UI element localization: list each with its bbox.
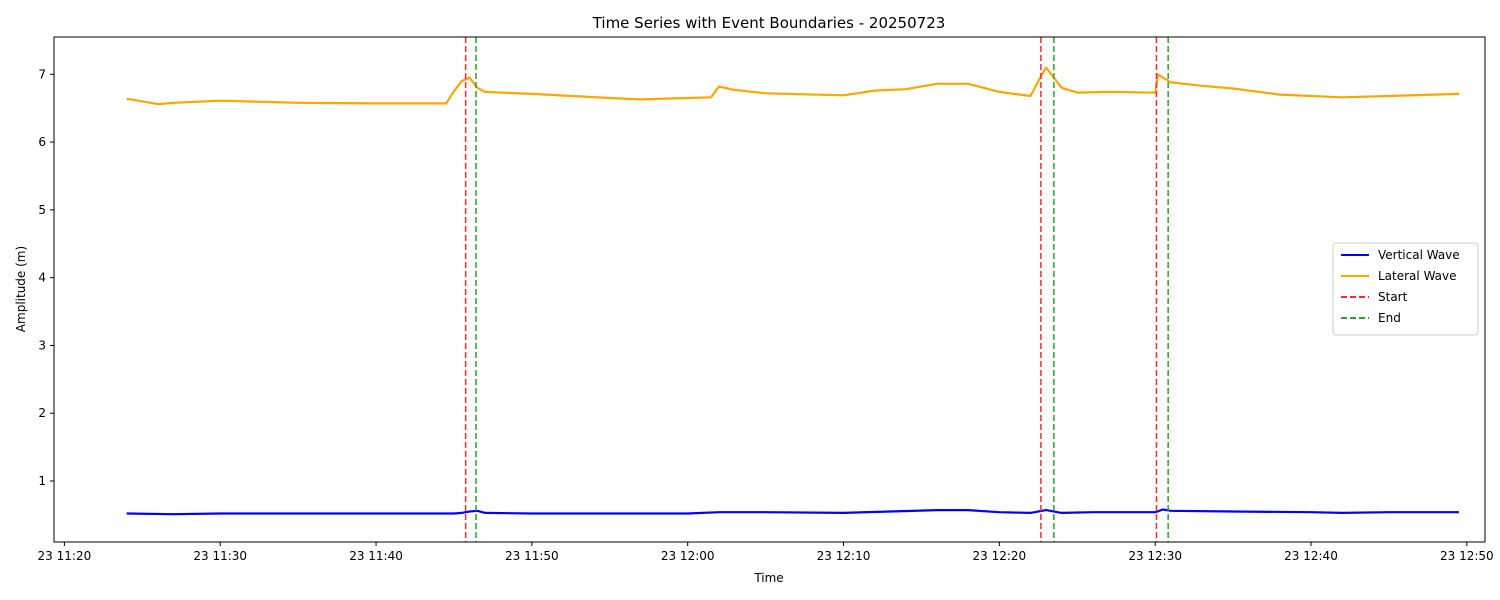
y-tick-label: 2: [38, 406, 46, 420]
event-lines: [464, 37, 1169, 542]
legend-label: Vertical Wave: [1378, 248, 1460, 262]
y-tick-label: 5: [38, 203, 46, 217]
plot-background: [54, 37, 1485, 542]
legend-box: [1332, 242, 1479, 336]
x-tick-label: 23 12:50: [1440, 549, 1494, 563]
x-tick-label: 23 11:20: [38, 549, 92, 563]
x-tick-label: 23 11:50: [505, 549, 559, 563]
legend-label: Start: [1378, 290, 1408, 304]
x-axis-label: Time: [753, 571, 783, 585]
legend-label: Lateral Wave: [1378, 269, 1457, 283]
x-tick-label: 23 11:40: [349, 549, 403, 563]
legend: Vertical Wave Lateral Wave Start End: [1332, 242, 1479, 336]
plot-area: [53, 36, 1486, 543]
legend-label: End: [1378, 311, 1401, 325]
y-axis-label: Amplitude (m): [14, 246, 28, 332]
x-tick-label: 23 12:00: [661, 549, 715, 563]
x-tick-label: 23 12:10: [817, 549, 871, 563]
y-tick-label: 7: [38, 67, 46, 81]
x-tick-label: 23 12:20: [973, 549, 1027, 563]
x-axis: 23 11:20 23 11:30 23 11:40 23 11:50 23 12:00…: [38, 542, 1494, 563]
plot-frame: [53, 36, 1486, 543]
x-tick-label: 23 12:30: [1128, 549, 1182, 563]
series-line-vertical-wave: [126, 508, 1459, 516]
y-axis: 1 2 3 4 5 6 7: [38, 67, 54, 488]
y-tick-label: 3: [38, 338, 46, 352]
chart-title: Time Series with Event Boundaries - 2025…: [592, 14, 946, 32]
y-tick-label: 4: [38, 271, 46, 285]
y-tick-label: 6: [38, 135, 46, 149]
x-tick-label: 23 11:30: [193, 549, 247, 563]
y-tick-label: 1: [38, 474, 46, 488]
x-tick-label: 23 12:40: [1284, 549, 1338, 563]
series-line-lateral-wave: [126, 66, 1460, 106]
series-lines: [126, 66, 1460, 516]
